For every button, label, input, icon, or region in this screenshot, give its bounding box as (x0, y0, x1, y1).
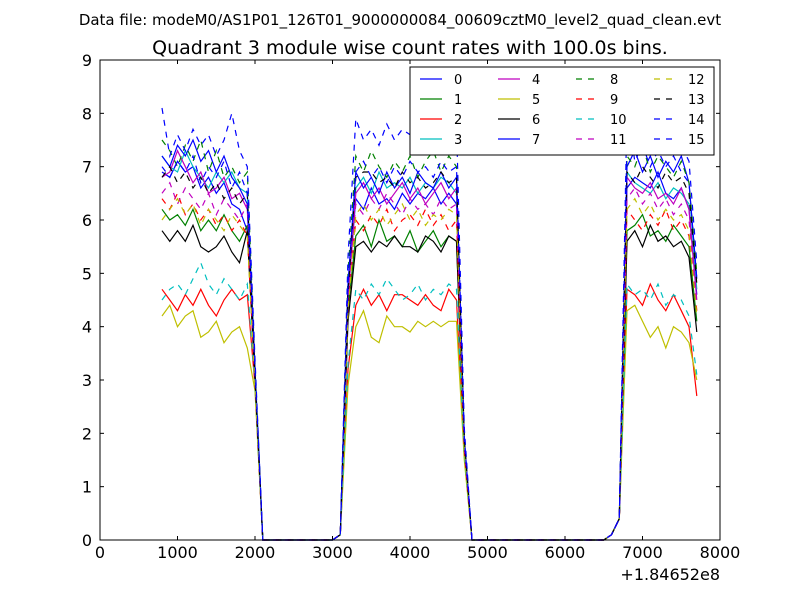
chart-title: Quadrant 3 module wise count rates with … (152, 37, 668, 59)
series-line-15 (161, 107, 698, 541)
x-tick-label: 2000 (235, 543, 276, 562)
legend-label-3: 3 (454, 133, 462, 148)
legend-label-2: 2 (454, 113, 462, 128)
legend-label-9: 9 (610, 93, 618, 108)
legend-label-12: 12 (688, 73, 705, 88)
x-tick-label: 8000 (700, 543, 741, 562)
series-layer (161, 107, 698, 541)
legend-label-7: 7 (532, 133, 540, 148)
legend-label-14: 14 (688, 113, 705, 128)
y-tick-label: 0 (82, 531, 92, 550)
x-offset-label: +1.84652e8 (620, 565, 720, 584)
y-tick-label: 3 (82, 371, 92, 390)
x-tick-label: 3000 (312, 543, 353, 562)
legend-label-4: 4 (532, 73, 540, 88)
x-tick-label: 0 (95, 543, 105, 562)
legend-label-6: 6 (532, 113, 540, 128)
x-ticks: 0 1000 2000 3000 4000 5000 6000 7000 8000 (95, 60, 740, 562)
y-tick-label: 7 (82, 158, 92, 177)
x-tick-label: 1000 (157, 543, 198, 562)
y-tick-label: 9 (82, 51, 92, 70)
legend-frame (409, 66, 715, 156)
legend-label-5: 5 (532, 93, 540, 108)
series-line-14 (161, 107, 698, 541)
figure-suptitle: Data file: modeM0/AS1P01_126T01_90000000… (79, 11, 721, 30)
legend-label-11: 11 (610, 133, 627, 148)
legend-label-15: 15 (688, 133, 705, 148)
y-tick-label: 2 (82, 424, 92, 443)
x-tick-label: 6000 (545, 543, 586, 562)
y-tick-label: 4 (82, 318, 92, 337)
legend-label-10: 10 (610, 113, 627, 128)
x-tick-label: 4000 (390, 543, 431, 562)
series-line-9 (161, 191, 698, 541)
x-tick-label: 7000 (622, 543, 663, 562)
x-tick-label: 5000 (467, 543, 508, 562)
y-tick-label: 5 (82, 264, 92, 283)
y-tick-label: 6 (82, 211, 92, 230)
legend-label-0: 0 (454, 73, 462, 88)
y-tick-label: 8 (82, 104, 92, 123)
legend-label-13: 13 (688, 93, 705, 108)
legend-label-8: 8 (610, 73, 618, 88)
legend-label-1: 1 (454, 93, 462, 108)
y-tick-label: 1 (82, 478, 92, 497)
